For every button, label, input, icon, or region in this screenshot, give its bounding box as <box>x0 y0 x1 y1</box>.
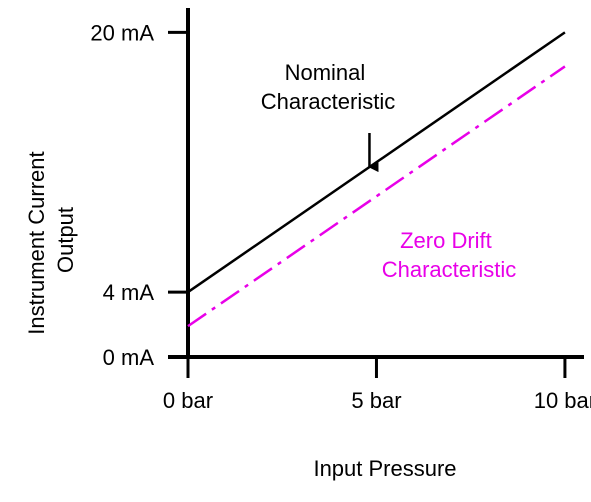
zero-drift-line <box>187 65 566 328</box>
y-axis-title-line-1: Instrument Current <box>24 151 49 334</box>
y-tick-label: 0 mA <box>103 345 155 370</box>
nominal-annotation-line-2: Characteristic <box>261 89 395 114</box>
y-tick-label: 4 mA <box>103 280 155 305</box>
x-axis-title: Input Pressure <box>313 456 456 481</box>
x-tick-label: 10 bar <box>534 388 591 413</box>
y-axis-title: Instrument Current Output <box>24 145 78 335</box>
y-tick-label: 20 mA <box>90 20 154 45</box>
y-axis-title-line-2: Output <box>53 207 78 273</box>
x-tick-label: 0 bar <box>163 388 213 413</box>
nominal-line <box>187 31 566 294</box>
y-ticks: 0 mA 4 mA 20 mA <box>90 20 188 370</box>
zero-drift-annotation-line-1: Zero Drift <box>400 228 492 253</box>
x-tick-label: 5 bar <box>351 388 401 413</box>
x-ticks: 0 bar 5 bar 10 bar <box>163 357 591 413</box>
zero-drift-annotation: Zero Drift Characteristic <box>382 228 516 282</box>
series-group <box>187 31 566 328</box>
nominal-annotation-line-1: Nominal <box>285 60 366 85</box>
nominal-annotation: Nominal Characteristic <box>261 60 395 114</box>
zero-drift-annotation-line-2: Characteristic <box>382 257 516 282</box>
